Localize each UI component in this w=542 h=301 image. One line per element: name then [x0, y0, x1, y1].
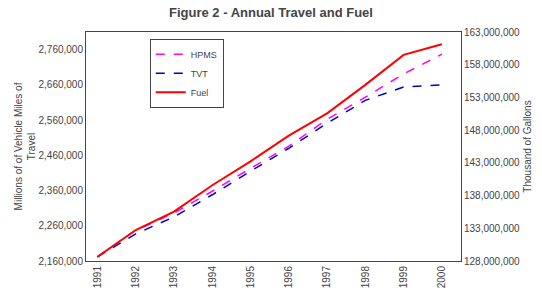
svg-text:2,260,000: 2,260,000	[39, 220, 84, 231]
svg-text:153,000,000: 153,000,000	[464, 92, 520, 103]
svg-text:2,460,000: 2,460,000	[39, 150, 84, 161]
svg-text:2,660,000: 2,660,000	[39, 79, 84, 90]
svg-text:1994: 1994	[207, 266, 218, 289]
svg-text:148,000,000: 148,000,000	[464, 125, 520, 136]
svg-text:138,000,000: 138,000,000	[464, 190, 520, 201]
svg-text:1999: 1999	[398, 266, 409, 289]
svg-text:Millions of of Vehicle Miles o: Millions of of Vehicle Miles ofTravel	[13, 82, 37, 210]
svg-text:TVT: TVT	[191, 69, 209, 79]
svg-text:143,000,000: 143,000,000	[464, 157, 520, 168]
svg-text:2,760,000: 2,760,000	[39, 44, 84, 55]
svg-text:158,000,000: 158,000,000	[464, 59, 520, 70]
svg-text:1992: 1992	[130, 266, 141, 289]
svg-text:Fuel: Fuel	[191, 88, 209, 98]
svg-text:1998: 1998	[360, 266, 371, 289]
svg-text:2,160,000: 2,160,000	[39, 256, 84, 267]
svg-text:Thousand of Gallons: Thousand of Gallons	[522, 100, 533, 192]
svg-text:2,360,000: 2,360,000	[39, 185, 84, 196]
svg-text:128,000,000: 128,000,000	[464, 256, 520, 267]
svg-text:2,560,000: 2,560,000	[39, 115, 84, 126]
svg-text:Figure 2 - Annual Travel and F: Figure 2 - Annual Travel and Fuel	[169, 5, 373, 20]
svg-text:1996: 1996	[283, 266, 294, 289]
svg-text:1991: 1991	[92, 266, 103, 289]
svg-text:1995: 1995	[245, 266, 256, 289]
svg-text:163,000,000: 163,000,000	[464, 27, 520, 38]
svg-text:2000: 2000	[436, 266, 447, 289]
svg-text:HPMS: HPMS	[191, 50, 217, 60]
svg-text:133,000,000: 133,000,000	[464, 223, 520, 234]
svg-text:1993: 1993	[168, 266, 179, 289]
svg-text:1997: 1997	[321, 266, 332, 289]
